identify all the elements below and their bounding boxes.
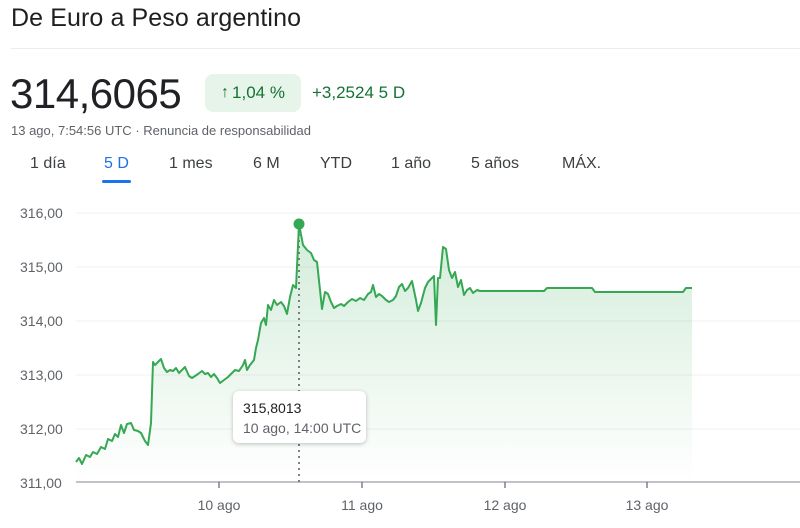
current-price: 314,6065 bbox=[10, 70, 182, 117]
x-axis-ticks bbox=[218, 482, 648, 488]
y-tick-label: 312,00 bbox=[20, 421, 63, 437]
change-percent-badge: ↑ 1,04 % bbox=[205, 74, 301, 112]
tooltip-value: 315,8013 bbox=[243, 400, 302, 416]
tab-1-ano[interactable]: 1 año bbox=[391, 155, 432, 172]
range-tabs: 1 día 5 D 1 mes 6 M YTD 1 año 5 años MÁX… bbox=[0, 150, 640, 184]
timestamp: 13 ago, 7:54:56 UTC bbox=[11, 123, 132, 138]
y-tick-label: 313,00 bbox=[20, 367, 63, 383]
disclaimer-link[interactable]: Renuncia de responsabilidad bbox=[143, 123, 311, 138]
tooltip-time: 10 ago, 14:00 UTC bbox=[243, 420, 362, 436]
y-tick-label: 314,00 bbox=[20, 313, 63, 329]
price-line bbox=[75, 223, 692, 465]
arrow-up-icon: ↑ bbox=[221, 84, 230, 101]
x-tick-label: 10 ago bbox=[197, 497, 241, 513]
chart-tooltip: 315,8013 10 ago, 14:00 UTC bbox=[233, 391, 366, 443]
tab-max[interactable]: MÁX. bbox=[562, 155, 602, 172]
tab-5-d[interactable]: 5 D bbox=[102, 155, 131, 183]
y-tick-label: 315,00 bbox=[20, 259, 63, 275]
tab-5-anos[interactable]: 5 años bbox=[471, 155, 520, 172]
title-divider bbox=[11, 48, 800, 49]
x-tick-label: 13 ago bbox=[625, 497, 669, 513]
tab-1-dia[interactable]: 1 día bbox=[30, 155, 66, 172]
price-meta: 13 ago, 7:54:56 UTC · Renuncia de respon… bbox=[11, 123, 311, 138]
meta-separator: · bbox=[131, 123, 144, 138]
change-absolute: +3,2524 5 D bbox=[312, 83, 406, 102]
tab-ytd[interactable]: YTD bbox=[320, 155, 352, 172]
change-percent: 1,04 % bbox=[232, 83, 285, 102]
area-fill bbox=[76, 224, 692, 482]
tab-6-m[interactable]: 6 M bbox=[253, 155, 280, 172]
x-tick-label: 11 ago bbox=[341, 497, 383, 513]
tab-1-mes[interactable]: 1 mes bbox=[169, 155, 213, 172]
y-tick-label: 316,00 bbox=[20, 205, 63, 221]
y-tick-label: 311,00 bbox=[20, 475, 62, 491]
page-title: De Euro a Peso argentino bbox=[11, 4, 302, 32]
highlight-point[interactable] bbox=[293, 218, 305, 230]
x-tick-label: 12 ago bbox=[483, 497, 527, 513]
